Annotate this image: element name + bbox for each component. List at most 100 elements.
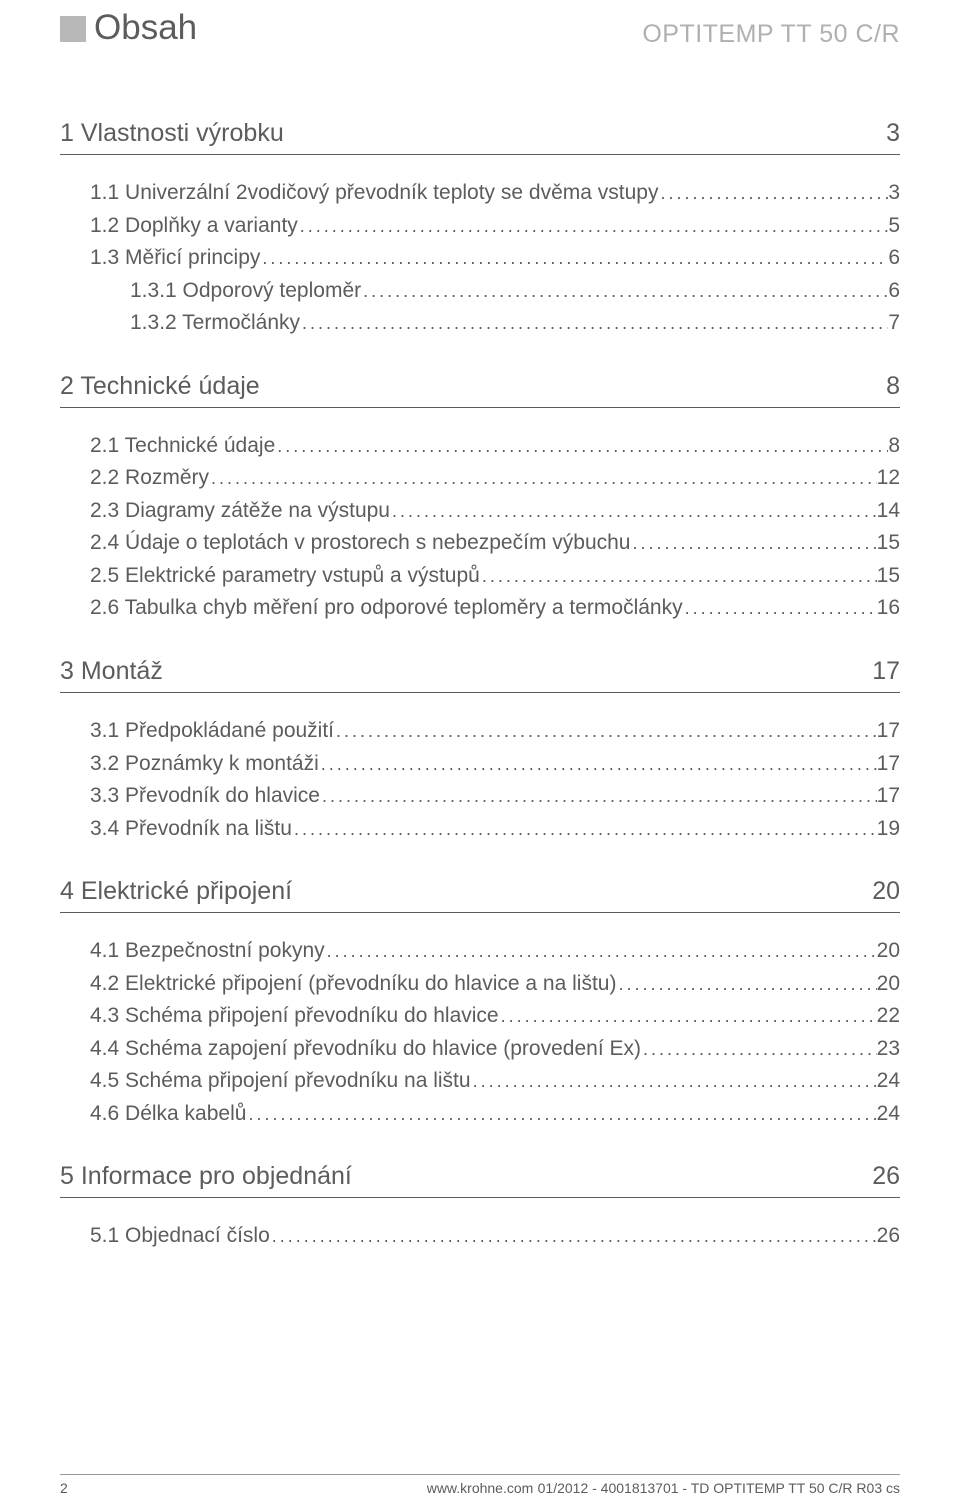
toc-line: 4.1 Bezpečnostní pokyny 20 [90, 935, 900, 968]
table-of-contents: 1 Vlastnosti výrobku 3 1.1 Univerzální 2vo… [60, 119, 900, 1253]
toc-section-title: 3 Montáž [60, 657, 163, 686]
toc-line: 2.2 Rozměry 12 [90, 462, 900, 495]
toc-dots [683, 595, 877, 623]
toc-dots [658, 180, 888, 208]
toc-section-title: 4 Elektrické připojení [60, 877, 292, 906]
toc-item-page: 12 [877, 462, 900, 495]
toc-section-page: 17 [872, 657, 900, 686]
toc-item-page: 14 [877, 495, 900, 528]
toc-item-page: 8 [888, 430, 900, 463]
header-square-icon [60, 16, 86, 42]
toc-line: 4.4 Schéma zapojení převodníku do hlavic… [90, 1033, 900, 1066]
toc-line: 3.1 Předpokládané použití 17 [90, 715, 900, 748]
toc-sub-block: 1.1 Univerzální 2vodičový převodník tepl… [60, 177, 900, 340]
toc-dots [641, 1036, 877, 1064]
toc-dots [616, 971, 876, 999]
toc-line: 1.3 Měřicí principy 6 [90, 242, 900, 275]
toc-line: 1.1 Univerzální 2vodičový převodník tepl… [90, 177, 900, 210]
toc-section-heading: 4 Elektrické připojení20 [60, 877, 900, 913]
toc-section-page: 3 [886, 119, 900, 148]
toc-line: 3.2 Poznámky k montáži 17 [90, 748, 900, 781]
toc-item-title: 3.1 Předpokládané použití [90, 715, 334, 748]
toc-item-page: 5 [888, 210, 900, 243]
toc-line: 4.6 Délka kabelů 24 [90, 1098, 900, 1131]
header-product: OPTITEMP TT 50 C/R [642, 20, 900, 49]
toc-line: 2.6 Tabulka chyb měření pro odporové tep… [90, 592, 900, 625]
toc-dots [270, 1223, 877, 1251]
toc-dots [480, 563, 877, 591]
toc-item-title: 4.5 Schéma připojení převodníku na lištu [90, 1065, 471, 1098]
toc-item-page: 17 [877, 780, 900, 813]
toc-section-heading: 3 Montáž 17 [60, 657, 900, 693]
toc-sub-block: 2.1 Technické údaje82.2 Rozměry122.3 Dia… [60, 430, 900, 625]
toc-section-heading: 2 Technické údaje8 [60, 372, 900, 408]
header-left: Obsah [60, 8, 197, 48]
toc-dots [319, 751, 877, 779]
header-title: Obsah [94, 8, 197, 48]
toc-item-page: 17 [877, 748, 900, 781]
toc-section-heading: 1 Vlastnosti výrobku 3 [60, 119, 900, 155]
toc-line: 1.2 Doplňky a varianty 5 [90, 210, 900, 243]
toc-dots [298, 213, 889, 241]
toc-item-title: 1.3 Měřicí principy [90, 242, 260, 275]
toc-item-page: 6 [888, 275, 900, 308]
toc-section-title: 5 Informace pro objednání [60, 1162, 352, 1191]
toc-item-page: 23 [877, 1033, 900, 1066]
toc-sub-block: 5.1 Objednací číslo 26 [60, 1220, 900, 1253]
toc-section-title: 1 Vlastnosti výrobku [60, 119, 284, 148]
toc-item-title: 2.2 Rozměry [90, 462, 209, 495]
toc-section-page: 8 [886, 372, 900, 401]
toc-item-title: 1.1 Univerzální 2vodičový převodník tepl… [90, 177, 658, 210]
toc-sub-block: 3.1 Předpokládané použití173.2 Poznámky … [60, 715, 900, 845]
toc-line: 5.1 Objednací číslo 26 [90, 1220, 900, 1253]
toc-item-title: 4.1 Bezpečnostní pokyny [90, 935, 325, 968]
toc-line: 2.5 Elektrické parametry vstupů a výstup… [90, 560, 900, 593]
toc-item-page: 17 [877, 715, 900, 748]
toc-item-title: 1.3.1 Odporový teploměr [130, 275, 361, 308]
toc-section-page: 26 [872, 1162, 900, 1191]
toc-item-title: 2.3 Diagramy zátěže na výstupu [90, 495, 390, 528]
toc-dots [275, 433, 888, 461]
toc-dots [325, 938, 877, 966]
toc-line: 2.3 Diagramy zátěže na výstupu 14 [90, 495, 900, 528]
toc-dots [630, 530, 876, 558]
toc-item-page: 22 [877, 1000, 900, 1033]
toc-item-page: 24 [877, 1098, 900, 1131]
toc-item-page: 6 [888, 242, 900, 275]
toc-item-title: 3.2 Poznámky k montáži [90, 748, 319, 781]
toc-item-page: 15 [877, 560, 900, 593]
footer-site: www.krohne.com [427, 1480, 534, 1496]
toc-dots [292, 816, 877, 844]
footer-doc-id: 01/2012 - 4001813701 - TD OPTITEMP TT 50… [538, 1480, 900, 1496]
toc-dots [320, 783, 877, 811]
toc-item-page: 24 [877, 1065, 900, 1098]
toc-dots [260, 245, 888, 273]
toc-line: 4.2 Elektrické připojení (převodníku do … [90, 968, 900, 1001]
toc-item-title: 4.6 Délka kabelů [90, 1098, 246, 1131]
toc-line: 4.3 Schéma připojení převodníku do hlavi… [90, 1000, 900, 1033]
toc-line: 1.3.2 Termočlánky7 [90, 307, 900, 340]
toc-dots [471, 1068, 877, 1096]
footer-page-number: 2 [60, 1480, 68, 1496]
toc-item-title: 3.3 Převodník do hlavice [90, 780, 320, 813]
toc-item-title: 2.6 Tabulka chyb měření pro odporové tep… [90, 592, 683, 625]
toc-item-title: 1.2 Doplňky a varianty [90, 210, 298, 243]
toc-line: 4.5 Schéma připojení převodníku na lištu… [90, 1065, 900, 1098]
toc-line: 3.4 Převodník na lištu19 [90, 813, 900, 846]
toc-dots [334, 718, 877, 746]
toc-item-title: 5.1 Objednací číslo [90, 1220, 270, 1253]
toc-item-page: 20 [877, 935, 900, 968]
toc-item-title: 1.3.2 Termočlánky [130, 307, 300, 340]
toc-dots [246, 1101, 876, 1129]
toc-dots [499, 1003, 877, 1031]
toc-item-page: 19 [877, 813, 900, 846]
toc-item-page: 26 [877, 1220, 900, 1253]
toc-dots [209, 465, 877, 493]
toc-dots [300, 310, 888, 338]
toc-item-title: 4.2 Elektrické připojení (převodníku do … [90, 968, 616, 1001]
toc-line: 1.3.1 Odporový teploměr 6 [90, 275, 900, 308]
toc-item-title: 4.4 Schéma zapojení převodníku do hlavic… [90, 1033, 641, 1066]
toc-item-title: 2.5 Elektrické parametry vstupů a výstup… [90, 560, 480, 593]
toc-section-heading: 5 Informace pro objednání 26 [60, 1162, 900, 1198]
toc-item-title: 4.3 Schéma připojení převodníku do hlavi… [90, 1000, 499, 1033]
